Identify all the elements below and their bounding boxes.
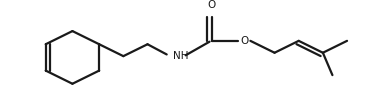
Text: O: O xyxy=(240,36,249,46)
Text: O: O xyxy=(208,0,216,10)
Text: NH: NH xyxy=(173,51,188,61)
